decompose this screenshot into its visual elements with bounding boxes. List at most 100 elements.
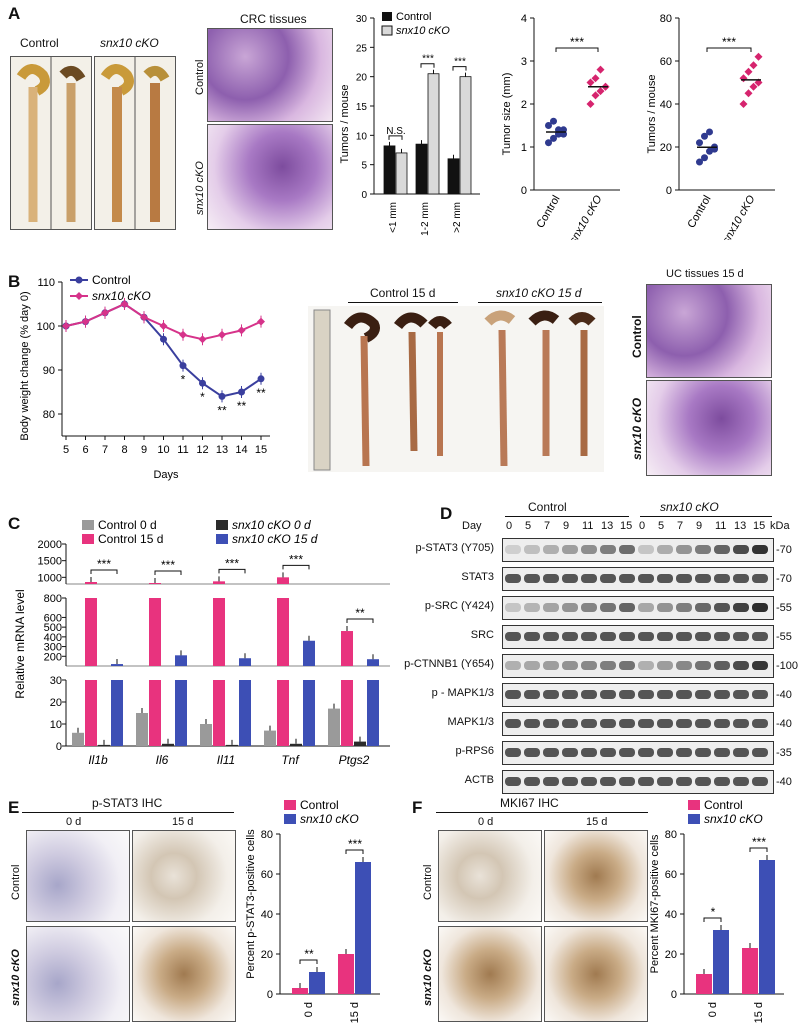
c-legend-0: Control 0 d [98,518,157,532]
d-kda-label: kDa [770,520,790,532]
y-tick-label: 90 [43,365,55,377]
colon-15d-image [313,309,596,471]
blot-band [562,574,578,583]
blot-band [676,632,692,641]
sig-bracket [452,66,467,71]
e-row-cko: snx10 cKO [10,949,22,1006]
colon-photo-15d [308,306,604,472]
data-point [159,322,168,330]
e-ylabel: Percent p-STAT3-positive cells [245,829,257,979]
sig-bracket [282,564,310,570]
y-tick-label: 20 [665,949,677,961]
blot-band [752,603,768,612]
blot-band [676,574,692,583]
d-day-label: Day [462,520,482,532]
blot-band [581,777,597,786]
uc-histology-control [646,284,772,378]
data-point [696,158,703,166]
day-label: 9 [563,520,570,532]
blot-row [502,596,774,620]
kda-marker: -40 [776,718,792,730]
blot-band [752,574,768,583]
sig-label: * [200,390,205,404]
bar [277,680,289,746]
data-point [237,326,246,335]
legend-marker-control [75,276,83,284]
blot-band [505,748,521,757]
bar [309,972,325,994]
day-label: 5 [658,520,665,532]
bar [303,680,315,746]
sig-label: *** [454,57,466,68]
blot-band [695,777,711,786]
bar [226,744,238,746]
y-tick-label: 80 [261,829,273,841]
blot-band [638,574,654,583]
bar [415,143,428,195]
blot-band [657,690,673,699]
f-row-control: Control [422,864,434,900]
blot-band [619,777,635,786]
blot-band [695,574,711,583]
sig-bracket [388,135,403,140]
bar [290,743,302,746]
data-point [218,392,226,400]
data-point [257,317,265,326]
sig-bracket [346,618,374,624]
blot-band [714,545,730,554]
crc-histology-control [207,28,333,122]
blot-row-label: p-RPS6 [455,745,494,757]
x-tick-label: 5 [63,444,69,456]
blot-band [695,661,711,670]
blot-band [505,574,521,583]
data-point [81,317,90,326]
uc-row-label-cko: snx10 cKO [630,397,644,460]
y-tick-label: 200 [44,651,62,663]
bar [111,664,123,666]
e-legend-cko: snx10 cKO [300,812,359,826]
blot-band [524,748,540,757]
data-point [545,139,552,147]
d-day-row: 0 5 7 9 11 13 15 0 5 7 9 11 13 15 [502,520,772,534]
blot-row [502,712,774,736]
blot-band [714,748,730,757]
bar [367,680,379,746]
scatter-size-ylabel: Tumor size (mm) [501,73,513,156]
sig-label: *** [289,552,303,566]
c-legend-2: snx10 cKO 0 d [232,518,311,532]
blot-band [657,748,673,757]
bar [292,988,308,994]
panel-label-a: A [8,4,21,23]
panel-label-f: F [412,798,423,817]
photo-label-control: Control [20,36,59,50]
f-ihc-cko-15d [544,926,648,1022]
y-tick-label: 40 [660,99,672,111]
blot-band [733,777,749,786]
blot-band [638,545,654,554]
blot-band [752,777,768,786]
blot-band [733,719,749,728]
blot-band [600,748,616,757]
y-tick-label: 1500 [38,556,62,568]
bar [447,158,460,195]
blot-band [638,661,654,670]
data-point [140,313,148,322]
blot-band [600,661,616,670]
bar [175,655,187,666]
blot-band [562,690,578,699]
bar [85,582,97,584]
blot-band [524,661,540,670]
blot-band [543,603,559,612]
blot-band [581,748,597,757]
data-point [749,61,758,70]
data-point [179,330,187,339]
blot-band [505,545,521,554]
blot-band [657,777,673,786]
blot-band [695,690,711,699]
gene-label: Tnf [281,753,300,767]
data-point [739,74,748,83]
blot-row-label: MAPK1/3 [447,716,494,728]
bar [341,680,353,746]
blot-band [600,719,616,728]
blot-band [657,545,673,554]
